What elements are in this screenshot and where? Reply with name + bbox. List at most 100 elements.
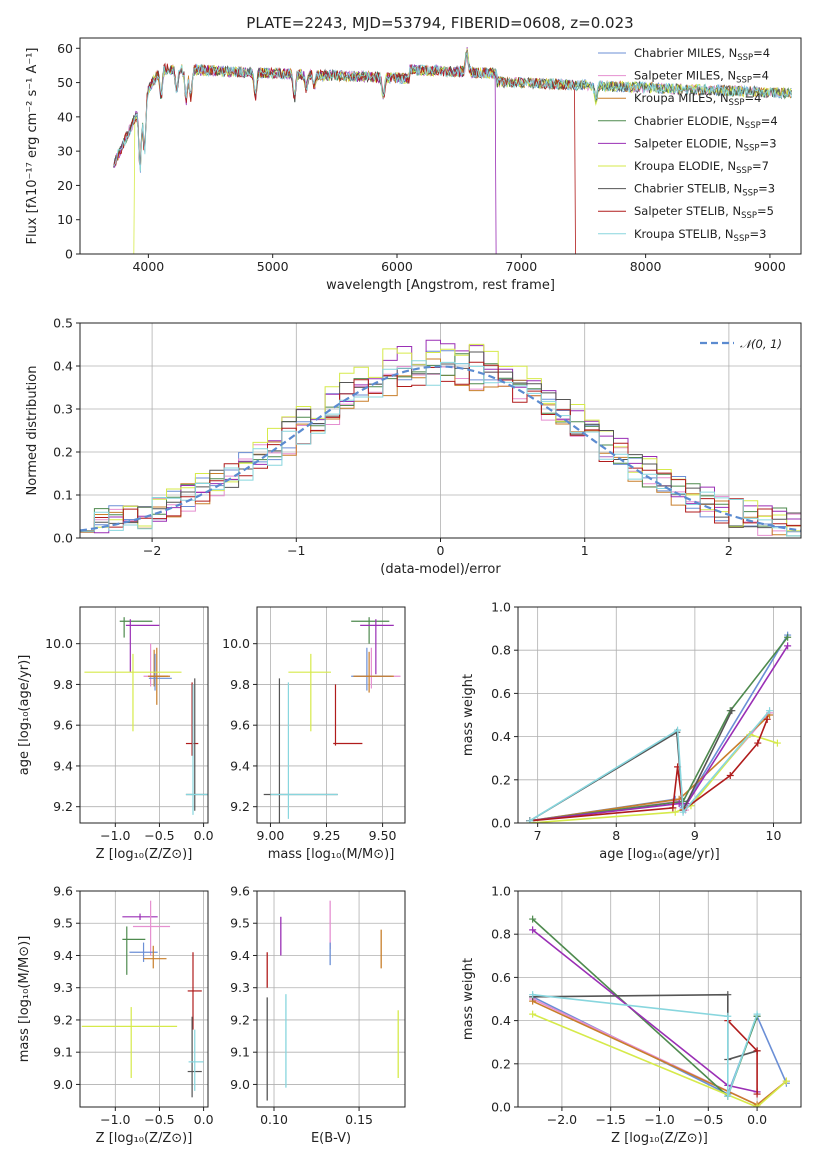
x-tick-label: −1.5 [596, 1112, 626, 1127]
y-tick-label: 0.6 [491, 686, 511, 701]
y-tick-label: 0.0 [491, 816, 511, 831]
legend-entry-suffix: =5 [757, 204, 774, 218]
y-axis-label: mass weight [461, 958, 476, 1040]
axes-frame [79, 37, 802, 255]
legend-entry-name: Salpeter MILES, N [634, 69, 736, 83]
y-axis-label: Normed distribution [25, 366, 40, 496]
axes-frame [79, 606, 209, 824]
plot-area-spectrum [113, 47, 792, 254]
legend-entry-name: Kroupa MILES, N [634, 91, 729, 105]
x-tick-label: 9000 [754, 259, 786, 274]
legend-entry-name: Kroupa STELIB, N [634, 227, 734, 241]
y-tick-label: 0.2 [53, 445, 73, 460]
plot-area-age-mass [263, 617, 401, 823]
legend-entry-name: Chabrier ELODIE, N [634, 114, 745, 128]
legend-entry: Chabrier ELODIE, NSSP=4 [634, 114, 778, 131]
x-tick-label: −0.5 [144, 1112, 174, 1127]
y-tick-label: 9.3 [230, 980, 250, 995]
x-tick-label: 7000 [505, 259, 537, 274]
axes-frame [79, 890, 209, 1108]
spectrum-line [113, 51, 792, 172]
y-tick-label: 9.1 [230, 1045, 250, 1060]
x-tick-label: 0.0 [194, 1112, 214, 1127]
y-tick-label: 9.5 [53, 916, 73, 931]
y-tick-label: 9.1 [53, 1045, 73, 1060]
legend-entry-sub: SSP [741, 211, 757, 221]
weight-marker [671, 808, 679, 816]
y-tick-label: 1.0 [491, 884, 511, 899]
weight-marker [529, 991, 537, 999]
y-tick-label: 9.5 [230, 916, 250, 931]
x-tick-label: 7 [534, 828, 542, 843]
legend-entry: Salpeter STELIB, NSSP=5 [634, 204, 774, 221]
y-tick-label: 9.0 [53, 1077, 73, 1092]
legend-entry-sub: SSP [736, 76, 752, 86]
y-axis-label: mass weight [461, 674, 476, 756]
y-tick-label: 9.3 [53, 980, 73, 995]
x-tick-label: −2 [143, 543, 161, 558]
y-tick-label: 9.2 [53, 799, 73, 814]
weight-marker [763, 715, 771, 723]
x-tick-label: 0 [437, 543, 445, 558]
legend-entry-name: Salpeter STELIB, N [634, 204, 741, 218]
weight-line [532, 993, 758, 1061]
x-tick-label: −1 [287, 543, 305, 558]
y-tick-label: 9.2 [230, 799, 250, 814]
plot-area-residuals [80, 339, 801, 538]
x-tick-label: 9.00 [257, 828, 285, 843]
y-tick-label: 9.8 [53, 677, 73, 692]
legend-entry-suffix: =4 [753, 46, 770, 60]
legend-entry: Kroupa ELODIE, NSSP=7 [634, 159, 769, 176]
x-axis-label: wavelength [Angstrom, rest frame] [326, 278, 555, 293]
plot-area-mass-EBV [266, 900, 399, 1101]
weight-marker [669, 804, 677, 812]
weight-marker [753, 1103, 761, 1107]
weight-line [529, 636, 789, 822]
y-tick-label: 20 [57, 178, 73, 193]
plot-area-mass-Z [81, 900, 204, 1098]
weight-marker [724, 1012, 732, 1020]
weight-line [532, 929, 758, 1093]
legend-entry-sub: SSP [734, 234, 750, 244]
y-tick-label: 9.2 [53, 1012, 73, 1027]
legend-entry-suffix: =7 [752, 159, 769, 173]
legend-entry-sub: SSP [729, 98, 745, 108]
y-tick-label: 10.0 [222, 636, 250, 651]
legend-entry-sub: SSP [737, 53, 753, 63]
axes-frame [517, 606, 802, 824]
weight-line [529, 712, 771, 822]
y-tick-label: 0.6 [491, 970, 511, 985]
y-axis-label: Flux [fλ10⁻¹⁷ erg cm⁻² s⁻¹ A⁻¹] [25, 48, 40, 245]
legend-entry-sub: SSP [745, 121, 761, 131]
x-tick-label: 8 [612, 828, 620, 843]
plot-area-age-Z [84, 617, 208, 815]
y-tick-label: 0.0 [53, 531, 73, 546]
y-tick-label: 9.6 [53, 718, 73, 733]
axes-age-Z: −1.0 −0.5 0.0 9.2 9.4 9.6 9.8 10.0 Z [log₁₀(Z/Z⊙… [17, 606, 214, 862]
plot-area-weight-Z [529, 915, 790, 1107]
axes-frame [79, 322, 802, 539]
weight-marker [753, 1090, 761, 1098]
x-tick-label: 9.50 [369, 828, 397, 843]
y-tick-label: 9.0 [230, 1077, 250, 1092]
axes-mass-Z: −1.0 −0.5 0.0 9.0 9.1 9.2 9.3 9.4 9.5 9.6 Z [log₁₀… [17, 884, 214, 1147]
weight-marker [529, 915, 537, 923]
weight-marker [753, 1010, 761, 1018]
weight-marker [526, 817, 534, 823]
axes-spectrum: 4000 5000 6000 7000 8000 9000 0 10 20 30 40 50 60 wav… [25, 37, 802, 293]
x-tick-label: 0.0 [194, 828, 214, 843]
y-tick-label: 0.1 [53, 488, 73, 503]
y-tick-label: 1.0 [491, 600, 511, 615]
x-tick-label: 6000 [381, 259, 413, 274]
x-axis-label: E(B-V) [311, 1131, 351, 1146]
y-tick-label: 0.0 [491, 1100, 511, 1115]
weight-marker [728, 707, 736, 715]
weight-marker [782, 1077, 790, 1085]
weight-marker [724, 991, 732, 999]
legend-entry-name: Salpeter ELODIE, N [634, 136, 744, 150]
axes-age-mass: 9.00 9.25 9.50 9.2 9.4 9.6 9.8 10.0 mass [log₁₀(… [222, 606, 406, 862]
y-tick-label: 0.2 [491, 772, 511, 787]
weight-marker [784, 642, 792, 650]
y-tick-label: 0.5 [53, 316, 73, 331]
